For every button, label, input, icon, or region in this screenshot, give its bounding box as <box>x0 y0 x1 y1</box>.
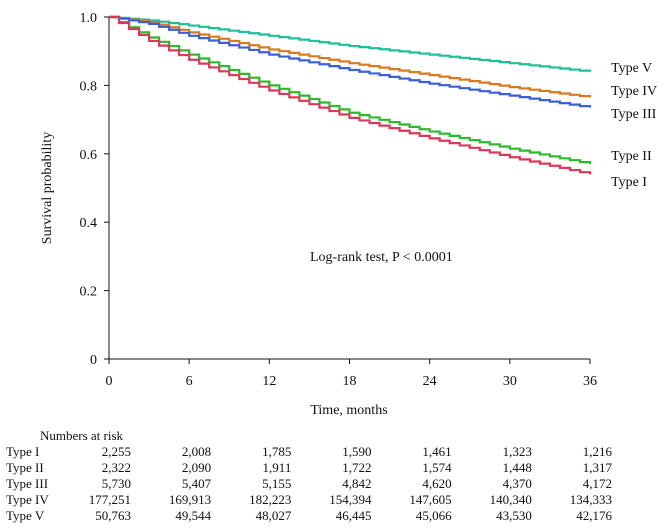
risk-cell: 182,223 <box>249 492 292 507</box>
series-label-type-v: Type V <box>611 61 652 76</box>
risk-cell: 49,544 <box>175 508 212 523</box>
y-tick-label: 0.4 <box>80 216 98 231</box>
y-tick-label: 0.8 <box>80 79 98 94</box>
y-tick-label: 1.0 <box>80 11 98 26</box>
risk-cell: 1,574 <box>422 460 452 475</box>
series-label-type-iv: Type IV <box>611 84 657 99</box>
risk-cell: 4,172 <box>582 476 612 491</box>
risk-row-label: Type III <box>6 476 49 491</box>
y-axis-label: Survival probability <box>40 132 55 244</box>
x-axis-label: Time, months <box>310 403 387 418</box>
risk-cell: 177,251 <box>88 492 131 507</box>
risk-cell: 4,620 <box>422 476 452 491</box>
survival-curve-type-ii <box>109 15 592 165</box>
risk-cell: 1,448 <box>502 460 532 475</box>
risk-cell: 42,176 <box>576 508 612 523</box>
risk-cell: 45,066 <box>415 508 452 523</box>
series-layer <box>109 15 592 175</box>
series-label-type-iii: Type III <box>611 107 657 122</box>
risk-cell: 2,322 <box>101 460 131 475</box>
survival-curve-type-iv <box>109 15 592 98</box>
series-label-type-i: Type I <box>611 175 647 190</box>
risk-cell: 1,722 <box>342 460 372 475</box>
y-tick-label: 0 <box>90 353 97 368</box>
risk-cell: 4,370 <box>502 476 532 491</box>
survival-curve-type-iii <box>109 15 592 108</box>
series-label-type-ii: Type II <box>611 149 652 164</box>
survival-chart: 00.20.40.60.81.0 0 6 12 18 24 30 36 Type VType… <box>40 11 657 418</box>
risk-cell: 147,605 <box>409 492 452 507</box>
risk-row-label: Type II <box>6 460 44 475</box>
risk-row-label: Type I <box>6 444 40 459</box>
risk-cell: 2,090 <box>181 460 212 475</box>
risk-cell: 46,445 <box>335 508 372 523</box>
x-tick-label: 36 <box>583 374 597 389</box>
y-ticks: 0 0.2 0.4 0.6 0.8 1.0 <box>80 11 109 368</box>
risk-cell: 5,407 <box>181 476 212 491</box>
risk-cell: 5,730 <box>101 476 131 491</box>
y-tick-label: 0.6 <box>80 148 98 163</box>
x-tick-label: 24 <box>423 374 437 389</box>
risk-cell: 140,340 <box>489 492 532 507</box>
risk-row: Type I 2,255 2,008 1,785 1,590 1,461 1,323 1,21… <box>0 444 669 460</box>
risk-cell: 1,461 <box>422 444 452 459</box>
x-tick-label: 12 <box>262 374 276 389</box>
survival-curve-type-i <box>109 15 592 175</box>
risk-cell: 134,333 <box>569 492 612 507</box>
risk-cell: 2,255 <box>101 444 131 459</box>
numbers-at-risk-table: Numbers at risk Type I 2,255 2,008 1,785 1,5… <box>0 424 669 531</box>
y-tick-label: 0.2 <box>80 285 98 300</box>
risk-cell: 1,911 <box>262 460 292 475</box>
risk-cell: 1,785 <box>262 444 292 459</box>
x-tick-label: 30 <box>503 374 517 389</box>
risk-row: Type II 2,322 2,090 1,911 1,722 1,574 1,448 1,3… <box>0 460 669 476</box>
risk-row-label: Type V <box>6 508 45 523</box>
x-ticks: 0 6 12 18 24 30 36 <box>106 359 597 389</box>
risk-cell: 50,763 <box>95 508 131 523</box>
log-rank-annotation: Log-rank test, P < 0.0001 <box>310 250 453 265</box>
x-tick-label: 0 <box>106 374 113 389</box>
risk-cell: 154,394 <box>329 492 372 507</box>
risk-cell: 169,913 <box>168 492 212 507</box>
risk-cell: 1,317 <box>582 460 612 475</box>
risk-row-label: Type IV <box>6 492 49 507</box>
risk-cell: 1,323 <box>502 444 532 459</box>
risk-row: Type V 50,763 49,544 48,027 46,445 45,066 43,5… <box>0 508 669 524</box>
risk-cell: 1,216 <box>582 444 612 459</box>
survival-curve-type-v <box>109 15 592 72</box>
risk-row: Type III 5,730 5,407 5,155 4,842 4,620 4,370 4,… <box>0 476 669 492</box>
x-tick-label: 6 <box>186 374 193 389</box>
risk-table-title: Numbers at risk <box>40 428 124 443</box>
risk-cell: 1,590 <box>342 444 372 459</box>
series-labels: Type V Type IV Type III Type II Type I <box>611 61 657 190</box>
risk-cell: 5,155 <box>262 476 292 491</box>
risk-row: Type IV 177,251 169,913 182,223 154,394 147,6… <box>0 492 669 508</box>
risk-cell: 4,842 <box>342 476 372 491</box>
risk-cell: 2,008 <box>181 444 212 459</box>
risk-cell: 43,530 <box>496 508 532 523</box>
risk-cell: 48,027 <box>255 508 292 523</box>
x-tick-label: 18 <box>343 374 357 389</box>
